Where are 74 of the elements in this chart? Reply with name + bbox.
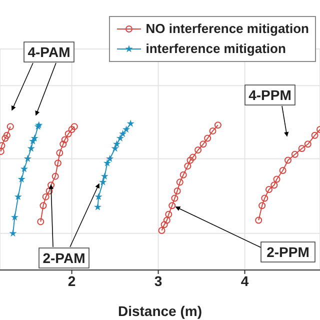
point — [311, 132, 318, 139]
point — [189, 154, 196, 161]
point — [3, 132, 10, 139]
point — [194, 146, 202, 154]
point — [112, 140, 121, 148]
point — [126, 120, 134, 127]
point — [200, 140, 207, 148]
point — [37, 218, 44, 226]
point — [298, 145, 306, 152]
point — [168, 202, 176, 210]
point — [94, 192, 102, 200]
point — [171, 194, 178, 202]
point — [24, 154, 32, 162]
point — [103, 159, 112, 166]
point — [304, 140, 312, 148]
text: 4-PAM — [28, 44, 70, 60]
point — [54, 160, 62, 167]
point — [119, 130, 127, 138]
point — [204, 134, 212, 142]
point — [291, 150, 298, 158]
point — [40, 202, 47, 210]
point — [18, 175, 26, 182]
point — [64, 130, 72, 138]
point — [2, 134, 9, 142]
point — [10, 213, 19, 221]
annotation: 2-PPM — [266, 244, 310, 260]
point — [48, 182, 55, 189]
point — [6, 123, 14, 130]
point — [165, 210, 172, 218]
point — [56, 149, 64, 156]
x-tick-label: 3 — [154, 272, 162, 289]
x-tick-label: 4 — [240, 272, 249, 289]
x-tick-label: 2 — [68, 272, 76, 289]
point — [60, 140, 67, 148]
point — [61, 136, 68, 144]
x-axis-title: Distance (m) — [118, 303, 202, 319]
legend-label: interference mitigation — [146, 40, 286, 58]
point — [270, 182, 278, 189]
point — [261, 194, 268, 202]
point — [273, 176, 280, 183]
point — [94, 203, 102, 210]
point — [209, 127, 216, 134]
point — [68, 126, 76, 133]
point — [14, 192, 22, 200]
point — [184, 162, 192, 170]
point — [30, 134, 38, 142]
point — [116, 134, 124, 142]
point — [279, 166, 286, 174]
point — [99, 178, 107, 186]
point — [186, 156, 194, 164]
point — [265, 186, 272, 194]
point — [160, 221, 168, 228]
point — [258, 202, 266, 210]
point — [158, 226, 166, 234]
point — [106, 154, 114, 162]
point — [284, 156, 292, 164]
point — [20, 165, 28, 172]
point — [180, 171, 187, 178]
point — [255, 216, 262, 224]
point — [46, 187, 53, 194]
point — [27, 144, 35, 152]
annotation: 2-PAM — [42, 250, 86, 266]
point — [42, 193, 50, 200]
point — [52, 172, 59, 180]
point — [9, 229, 17, 237]
point — [70, 123, 78, 130]
point — [122, 125, 130, 133]
point — [176, 178, 184, 186]
point — [163, 216, 170, 224]
text: 4-PPM — [248, 87, 292, 103]
point — [214, 122, 222, 129]
point — [100, 172, 108, 180]
legend-label: NO interference mitigation — [146, 20, 309, 38]
point — [174, 187, 181, 194]
